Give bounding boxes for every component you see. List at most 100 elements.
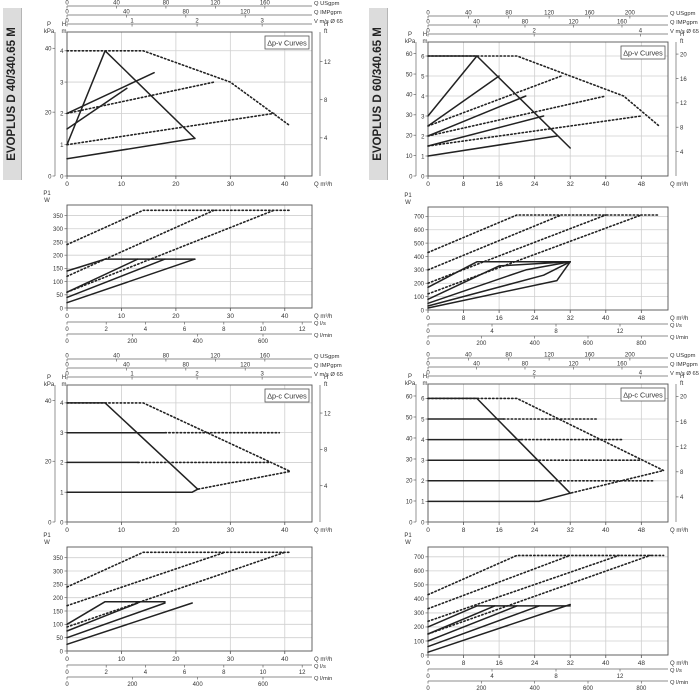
top-axis-tick-label: 40 bbox=[473, 362, 480, 368]
top-axis-tick-label: 160 bbox=[617, 20, 628, 26]
top-axis-tick-label: 0 bbox=[426, 362, 430, 368]
top-axis-tick-label: 40 bbox=[465, 11, 472, 17]
top-axis-tick-label: 80 bbox=[505, 11, 512, 17]
curve-solid-0 bbox=[66, 602, 193, 646]
curve-dotted-5 bbox=[427, 214, 660, 254]
top-axis-tick-label: 1 bbox=[130, 19, 134, 25]
inner-axis-tick-label: 0 bbox=[421, 520, 425, 526]
y-axis-tick-label: 350 bbox=[53, 556, 64, 562]
right-axis-tick-label: 4 bbox=[680, 150, 684, 156]
plot-frame bbox=[66, 384, 313, 523]
x-tick-label: 20 bbox=[172, 527, 180, 534]
left-axis-tick-label: 10 bbox=[406, 499, 413, 505]
curve-solid-0 bbox=[66, 402, 199, 490]
bottom-axis-tick-label: 0 bbox=[426, 329, 430, 335]
right-axis-tick-label: 20 bbox=[680, 395, 687, 401]
top-axis-tick-label: 120 bbox=[568, 20, 579, 26]
mode-label-box bbox=[264, 388, 310, 403]
right-axis-tick-label: 12 bbox=[324, 60, 331, 66]
inner-axis-tick-label: 6 bbox=[421, 54, 425, 60]
curve-dotted-8 bbox=[427, 95, 607, 137]
x-tick-label: 40 bbox=[602, 660, 610, 667]
right-axis-tick-label: 16 bbox=[680, 77, 687, 83]
right-axis-tick-label: 8 bbox=[680, 126, 684, 132]
inner-axis-tick-label: 5 bbox=[421, 417, 425, 423]
x-tick-label: 10 bbox=[118, 313, 126, 320]
curve-solid-0 bbox=[427, 603, 571, 653]
bottom-axis-tick-label: 12 bbox=[299, 670, 306, 676]
mode-label: Δp-c Curves bbox=[623, 390, 663, 399]
top-axis-tick-label: 80 bbox=[163, 1, 170, 7]
inner-axis-tick-label: 1 bbox=[421, 154, 425, 160]
top-axis-tick-label: 0 bbox=[65, 10, 69, 16]
x-tick-label: 20 bbox=[172, 656, 180, 663]
curve-solid-1 bbox=[427, 605, 540, 648]
y-axis-tick-label: 700 bbox=[414, 215, 425, 221]
inner-axis-tick-label: 2 bbox=[421, 479, 425, 485]
x-tick-label: 0 bbox=[426, 527, 430, 534]
x-tick-label: 10 bbox=[118, 656, 126, 663]
bottom-axis-tick-label: 0 bbox=[426, 674, 430, 680]
inner-axis-tick-label: 6 bbox=[421, 397, 425, 403]
bottom-axis-tick-label: 600 bbox=[583, 341, 594, 347]
curve-solid-3 bbox=[427, 95, 527, 137]
x-tick-label: 0 bbox=[426, 660, 430, 667]
bottom-axis-tick-label: 8 bbox=[554, 329, 558, 335]
inner-axis-tick-label: 4 bbox=[60, 49, 64, 55]
curve-solid-1 bbox=[66, 258, 166, 299]
bottom-axis-tick-label: 200 bbox=[127, 682, 138, 688]
y-axis-tick-label: 300 bbox=[53, 569, 64, 575]
chart-40-dpc-power: 0 10 20 30 40 Q m³/h050100150200250300350P1W0… bbox=[43, 533, 332, 688]
top-axis-tick-label: 4 bbox=[639, 29, 643, 35]
left-axis-tick-label: 40 bbox=[45, 47, 52, 53]
top-axis-tick-label: 0 bbox=[65, 354, 69, 360]
curve-dotted-8 bbox=[427, 554, 652, 635]
curve-solid-0 bbox=[66, 258, 196, 304]
top-axis-label: Q IMPgpm bbox=[314, 363, 342, 369]
top-axis-tick-label: 0 bbox=[426, 20, 430, 26]
left-axis-tick-label: 20 bbox=[45, 110, 52, 116]
inner-axis-tick-label: 5 bbox=[421, 74, 425, 80]
curve-dotted-6 bbox=[427, 55, 660, 127]
x-tick-label: 32 bbox=[567, 181, 575, 188]
right-axis-unit: ft bbox=[324, 382, 328, 388]
curve-solid-1 bbox=[427, 55, 478, 117]
y-axis-tick-label: 500 bbox=[414, 241, 425, 247]
curve-solid-3 bbox=[427, 261, 571, 307]
inner-axis-tick-label: 3 bbox=[421, 459, 425, 465]
x-tick-label: 48 bbox=[638, 315, 646, 322]
y-axis-tick-label: 150 bbox=[53, 609, 64, 615]
plot-frame bbox=[66, 546, 313, 652]
bottom-axis-label: Q l/s bbox=[670, 323, 682, 329]
curve-dotted-4 bbox=[66, 402, 292, 491]
top-axis-label: Q USgpm bbox=[670, 11, 696, 17]
curve-solid-3 bbox=[66, 137, 196, 160]
x-tick-label: 30 bbox=[227, 656, 235, 663]
x-tick-label: 40 bbox=[281, 527, 289, 534]
curve-dotted-4 bbox=[66, 551, 292, 588]
mode-label-box bbox=[620, 387, 666, 402]
y-axis-tick-label: 100 bbox=[414, 639, 425, 645]
bottom-axis-tick-label: 6 bbox=[183, 327, 187, 333]
top-axis-label: Q USgpm bbox=[314, 1, 340, 7]
top-axis-tick-label: 2 bbox=[195, 372, 199, 378]
y-axis-tick-label: 100 bbox=[414, 295, 425, 301]
curve-dotted-8 bbox=[427, 214, 643, 295]
y-axis-tick-label: 0 bbox=[60, 306, 64, 312]
bottom-axis-tick-label: 800 bbox=[636, 341, 647, 347]
y-axis-label: P1 bbox=[43, 533, 51, 539]
top-axis-tick-label: 120 bbox=[240, 10, 251, 16]
curve-dotted-4 bbox=[66, 209, 292, 246]
bottom-axis-tick-label: 0 bbox=[426, 686, 430, 692]
right-axis-unit: ft bbox=[680, 39, 684, 45]
left-axis-tick-label: 30 bbox=[406, 113, 413, 119]
top-axis-tick-label: 3 bbox=[260, 372, 264, 378]
top-axis-tick-label: 40 bbox=[465, 353, 472, 359]
top-axis-tick-label: 160 bbox=[617, 362, 628, 368]
right-axis-tick-label: 8 bbox=[680, 470, 684, 476]
left-axis-label: P bbox=[408, 32, 412, 38]
y-axis-unit: W bbox=[405, 540, 411, 546]
mode-label-box bbox=[620, 45, 666, 60]
top-axis-label: Q IMPgpm bbox=[670, 362, 698, 368]
x-tick-label: 16 bbox=[495, 527, 503, 534]
